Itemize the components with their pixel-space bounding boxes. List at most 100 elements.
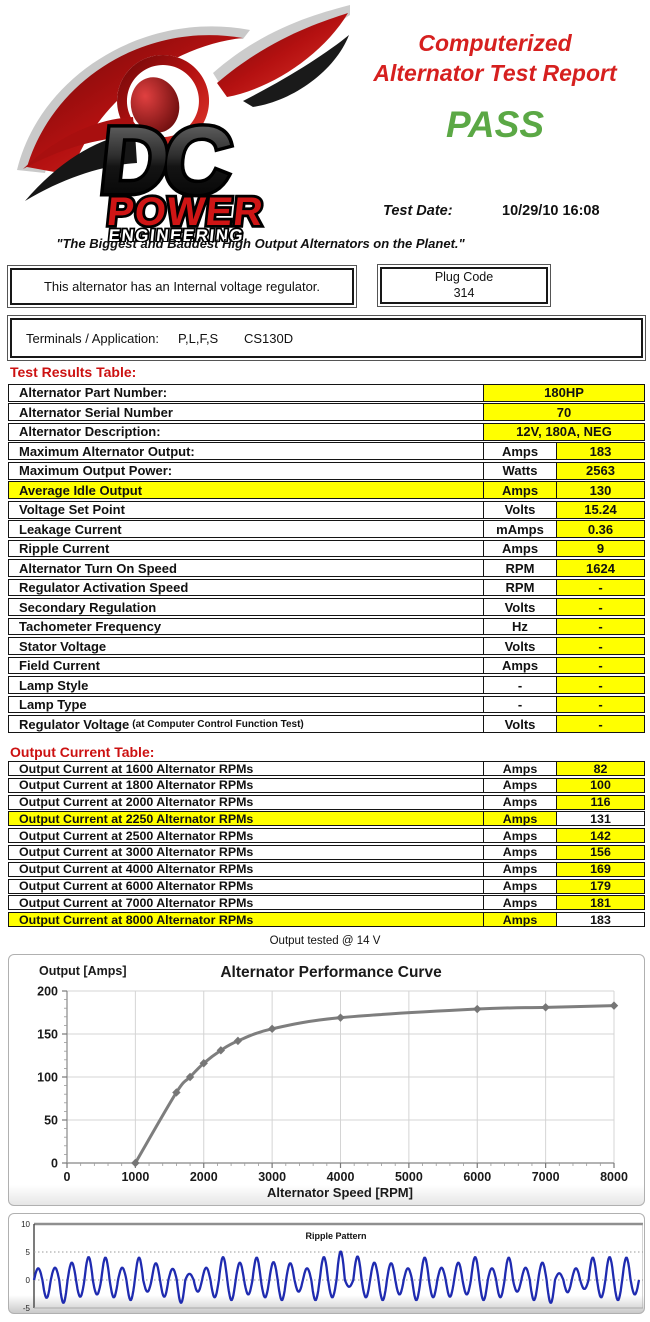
row-label: Output Current at 2500 Alternator RPMs	[19, 828, 254, 843]
plug-code-value: 314	[453, 285, 475, 300]
row-value: 131	[556, 812, 644, 826]
row-label: Alternator Turn On Speed	[19, 560, 177, 576]
table-row: Output Current at 2250 Alternator RPMs Am…	[8, 811, 645, 827]
application-value: CS130D	[244, 330, 294, 346]
x-tick-label: 1000	[121, 1170, 149, 1184]
logo-text-power: POWER	[105, 190, 266, 234]
logo-swoosh-red-top	[217, 13, 348, 97]
terminals-value: P,L,F,S	[178, 330, 219, 346]
x-tick-label: 8000	[600, 1170, 628, 1184]
row-units: Amps	[483, 879, 556, 893]
row-value: -	[556, 716, 644, 732]
row-units: Hz	[483, 618, 556, 635]
row-value: 156	[556, 845, 644, 859]
row-value: 70	[483, 404, 644, 421]
row-value: 15.24	[556, 501, 644, 518]
row-value: 181	[556, 896, 644, 910]
y-tick-label: 50	[44, 1114, 58, 1128]
row-label: Tachometer Frequency	[19, 619, 162, 635]
row-label: Output Current at 2000 Alternator RPMs	[19, 795, 254, 810]
row-label: Voltage Set Point	[19, 502, 125, 518]
row-value: 179	[556, 879, 644, 893]
row-units: Amps	[483, 862, 556, 876]
row-label: Maximum Output Power:	[19, 463, 173, 479]
ripple-y-tick-label: 10	[21, 1220, 30, 1229]
table-row: Regulator Voltage (at Computer Control F…	[8, 715, 645, 733]
table-row: Output Current at 1600 Alternator RPMs Am…	[8, 761, 645, 776]
row-units: Volts	[483, 638, 556, 654]
table-row: Average Idle Output Amps 130	[8, 481, 645, 500]
logo-text-dc: DC	[95, 108, 236, 214]
y-tick-label: 100	[37, 1071, 58, 1085]
row-value: 183	[556, 913, 644, 927]
table-row: Voltage Set Point Volts 15.24	[8, 500, 645, 519]
data-point-marker	[609, 1001, 619, 1010]
row-label: Regulator Activation Speed	[19, 580, 189, 596]
row-value: 1624	[556, 560, 644, 576]
output-current-heading: Output Current Table:	[10, 744, 155, 760]
dc-power-logo: DC POWER ENGINEERING	[17, 5, 350, 242]
row-value: -	[556, 696, 644, 713]
output-tested-note: Output tested @ 14 V	[269, 935, 381, 947]
x-tick-label: 5000	[395, 1170, 423, 1184]
row-units: RPM	[483, 579, 556, 596]
chart-title: Alternator Performance Curve	[220, 964, 442, 981]
row-value: 0.36	[556, 521, 644, 537]
row-label: Secondary Regulation	[19, 599, 157, 615]
performance-chart-box: 0 50 100 150 200 0 1000 2000 3000 4000 5000 6000 700…	[8, 954, 645, 1206]
ripple-waveform	[32, 1250, 641, 1304]
row-value: 9	[556, 540, 644, 557]
row-units: -	[483, 677, 556, 693]
row-value: -	[556, 657, 644, 674]
row-value: -	[556, 579, 644, 596]
data-point-marker	[131, 1158, 140, 1168]
table-row: Lamp Style - -	[8, 676, 645, 694]
row-value: 180HP	[483, 385, 644, 401]
row-units: Amps	[483, 913, 556, 927]
table-row: Maximum Output Power: Watts 2563	[8, 461, 645, 480]
row-label: Stator Voltage	[19, 638, 107, 654]
terminals-box: Terminals / Application: P,L,F,S CS130D	[7, 315, 646, 361]
row-value: 82	[556, 762, 644, 776]
row-units: Amps	[483, 482, 556, 499]
test-results-table: Alternator Part Number: 180HP Alternator S…	[8, 384, 645, 735]
table-row: Field Current Amps -	[8, 656, 645, 675]
logo-swoosh-black-lower	[25, 133, 137, 201]
ripple-y-tick-label: -5	[23, 1304, 31, 1312]
table-row: Regulator Activation Speed RPM -	[8, 578, 645, 597]
test-date-value: 10/29/10 16:08	[502, 203, 600, 219]
row-label: Alternator Part Number:	[19, 385, 168, 401]
report-title-line1: Computerized	[418, 30, 572, 56]
logo-swoosh-red-lower	[23, 117, 135, 169]
x-axis-title: Alternator Speed [RPM]	[267, 1185, 413, 1200]
logo-eye-ball	[130, 77, 180, 133]
row-value: -	[556, 599, 644, 615]
ripple-y-tick-label: 5	[26, 1248, 31, 1257]
ripple-chart: 10 5 0 -5 Ripple Pattern	[21, 1220, 644, 1313]
y-axis-title: Output [Amps]	[39, 964, 126, 978]
row-value: -	[556, 638, 644, 654]
data-point-marker	[199, 1059, 208, 1068]
x-tick-label: 2000	[190, 1170, 218, 1184]
row-label: Lamp Style	[19, 677, 89, 693]
row-label: Output Current at 3000 Alternator RPMs	[19, 845, 254, 860]
row-label: Field Current	[19, 658, 100, 674]
row-value: 183	[556, 443, 644, 460]
row-units: Volts	[483, 501, 556, 518]
table-row: Alternator Turn On Speed RPM 1624	[8, 559, 645, 577]
row-value: 130	[556, 482, 644, 499]
plug-code-label: Plug Code	[434, 269, 494, 284]
row-label: Output Current at 7000 Alternator RPMs	[19, 895, 254, 910]
output-current-table: Output Current at 1600 Alternator RPMs Am…	[8, 761, 645, 929]
data-point-marker	[541, 1003, 550, 1012]
row-label: Output Current at 1600 Alternator RPMs	[19, 761, 254, 776]
row-units: Watts	[483, 462, 556, 479]
table-row: Output Current at 6000 Alternator RPMs Am…	[8, 878, 645, 894]
table-row: Stator Voltage Volts -	[8, 637, 645, 655]
tagline: "The Biggest and Baddest High Output Alt…	[56, 236, 465, 251]
table-row: Alternator Serial Number 70	[8, 403, 645, 422]
row-units: Amps	[483, 829, 556, 843]
row-label: Output Current at 6000 Alternator RPMs	[19, 879, 254, 894]
data-point-marker	[233, 1036, 243, 1046]
